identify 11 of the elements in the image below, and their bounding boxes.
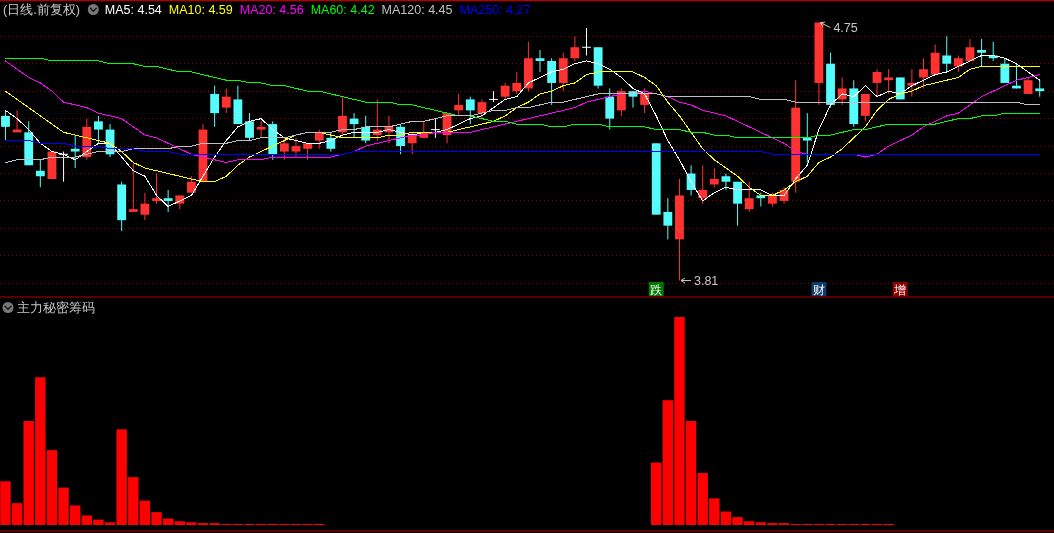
chart-title: (日线.前复权) [3, 3, 80, 17]
text: MA250: 4.27 [459, 3, 531, 17]
text: MA20: 4.56 [239, 3, 304, 17]
annotation: 4.75 [833, 21, 858, 36]
text: MA120: 4.45 [381, 3, 453, 17]
text: MA5: 4.54 [104, 3, 162, 17]
flag: 财 [811, 282, 827, 297]
annotation: 3.81 [693, 274, 719, 289]
text: MA10: 4.59 [168, 3, 233, 17]
chart-title: 主力秘密筹码 [17, 300, 95, 315]
text: MA60: 4.42 [310, 3, 375, 17]
